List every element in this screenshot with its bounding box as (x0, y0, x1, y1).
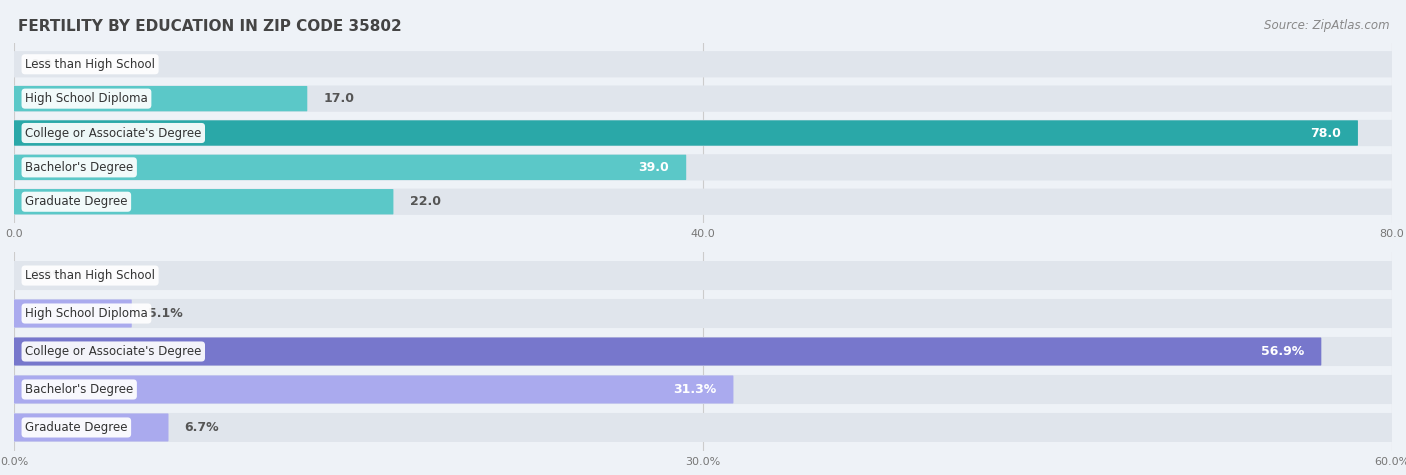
Text: 78.0: 78.0 (1310, 126, 1341, 140)
Text: FERTILITY BY EDUCATION IN ZIP CODE 35802: FERTILITY BY EDUCATION IN ZIP CODE 35802 (18, 19, 402, 34)
FancyBboxPatch shape (14, 189, 394, 214)
Text: 56.9%: 56.9% (1261, 345, 1305, 358)
FancyBboxPatch shape (14, 189, 1392, 215)
Text: 39.0: 39.0 (638, 161, 669, 174)
Text: College or Associate's Degree: College or Associate's Degree (25, 126, 201, 140)
FancyBboxPatch shape (14, 86, 1392, 112)
FancyBboxPatch shape (14, 155, 686, 180)
FancyBboxPatch shape (14, 120, 1392, 146)
Text: College or Associate's Degree: College or Associate's Degree (25, 345, 201, 358)
FancyBboxPatch shape (14, 337, 1322, 366)
Text: 22.0: 22.0 (409, 195, 440, 208)
Text: High School Diploma: High School Diploma (25, 307, 148, 320)
Text: Bachelor's Degree: Bachelor's Degree (25, 383, 134, 396)
Text: 17.0: 17.0 (323, 92, 354, 105)
Text: Graduate Degree: Graduate Degree (25, 421, 128, 434)
FancyBboxPatch shape (13, 299, 1393, 328)
FancyBboxPatch shape (13, 413, 1393, 442)
Text: 31.3%: 31.3% (673, 383, 716, 396)
Text: Bachelor's Degree: Bachelor's Degree (25, 161, 134, 174)
Text: 6.7%: 6.7% (184, 421, 219, 434)
FancyBboxPatch shape (14, 86, 308, 111)
FancyBboxPatch shape (14, 299, 132, 328)
Text: Less than High School: Less than High School (25, 269, 155, 282)
Text: 0.0: 0.0 (31, 58, 53, 71)
FancyBboxPatch shape (13, 375, 1393, 404)
Text: 0.0%: 0.0% (31, 269, 65, 282)
FancyBboxPatch shape (14, 375, 734, 404)
FancyBboxPatch shape (14, 51, 1392, 77)
FancyBboxPatch shape (14, 120, 1358, 146)
Text: Less than High School: Less than High School (25, 58, 155, 71)
Text: High School Diploma: High School Diploma (25, 92, 148, 105)
Text: Graduate Degree: Graduate Degree (25, 195, 128, 208)
Text: Source: ZipAtlas.com: Source: ZipAtlas.com (1264, 19, 1389, 32)
Text: 5.1%: 5.1% (148, 307, 183, 320)
FancyBboxPatch shape (13, 261, 1393, 290)
FancyBboxPatch shape (14, 154, 1392, 180)
FancyBboxPatch shape (14, 413, 169, 441)
FancyBboxPatch shape (13, 337, 1393, 366)
